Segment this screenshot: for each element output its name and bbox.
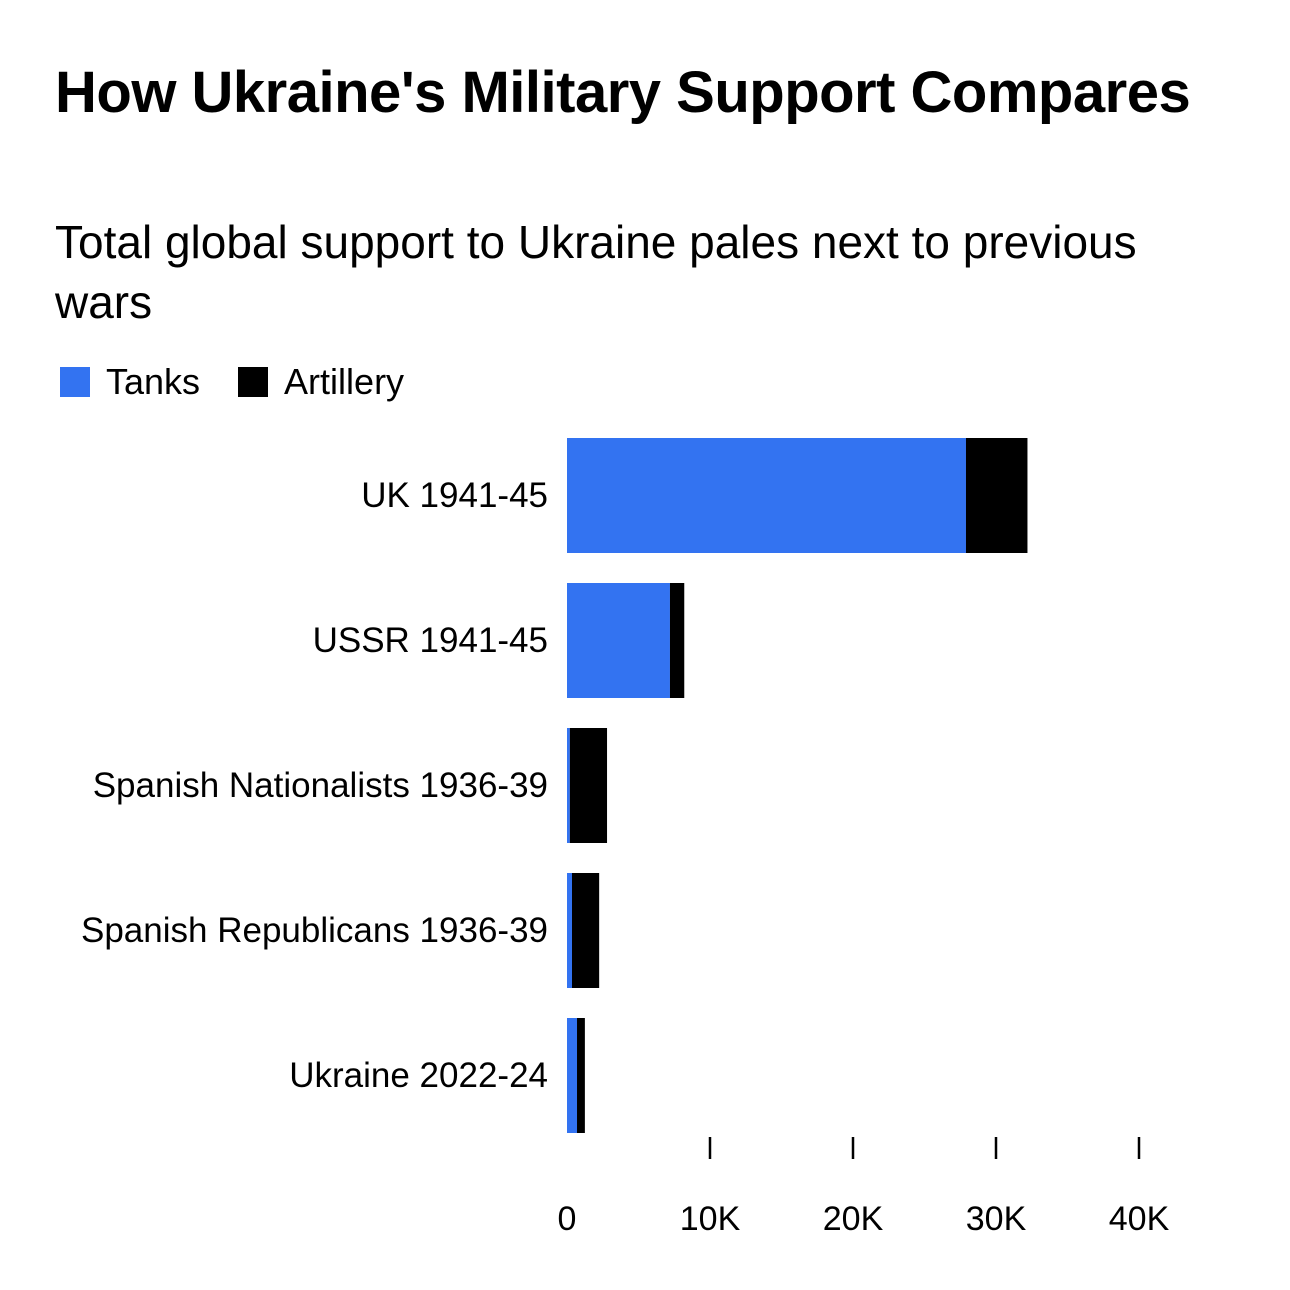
bar-artillery-spanish-nationalists-1936-39 [569,728,608,843]
chart-subtitle: Total global support to Ukraine pales ne… [55,216,1137,328]
x-tick-label-0: 0 [558,1200,577,1238]
bar-tanks-ukraine-2022-24 [567,1018,578,1133]
legend-item-artillery: Artillery [238,360,404,404]
x-tick-label-30k: 30K [966,1200,1027,1238]
bar-tanks-uk-1941-45 [567,438,966,553]
category-label-spanish-republicans-1936-39: Spanish Republicans 1936-39 [81,911,548,950]
bar-artillery-ukraine-2022-24 [577,1018,585,1133]
bar-tanks-spanish-republicans-1936-39 [567,873,572,988]
bar-tanks-spanish-nationalists-1936-39 [567,728,570,843]
legend-item-tanks: Tanks [60,360,200,404]
category-label-spanish-nationalists-1936-39: Spanish Nationalists 1936-39 [93,766,548,805]
bar-artillery-ussr-1941-45 [669,583,685,698]
category-label-uk-1941-45: UK 1941-45 [361,476,548,515]
x-tick-label-10k: 10K [680,1200,741,1238]
legend: Tanks Artillery [60,360,442,404]
category-label-ussr-1941-45: USSR 1941-45 [313,621,548,660]
legend-swatch-artillery [238,367,269,397]
bar-artillery-spanish-republicans-1936-39 [572,873,600,988]
x-tick-label-40k: 40K [1109,1200,1170,1238]
x-tick-label-20k: 20K [823,1200,884,1238]
legend-label-tanks: Tanks [106,361,201,402]
legend-label-artillery: Artillery [284,361,405,402]
legend-swatch-tanks [60,367,90,397]
bar-artillery-uk-1941-45 [965,438,1028,553]
bar-tanks-ussr-1941-45 [567,583,670,698]
category-label-ukraine-2022-24: Ukraine 2022-24 [289,1056,548,1095]
chart-title: How Ukraine's Military Support Compares [55,60,1191,125]
